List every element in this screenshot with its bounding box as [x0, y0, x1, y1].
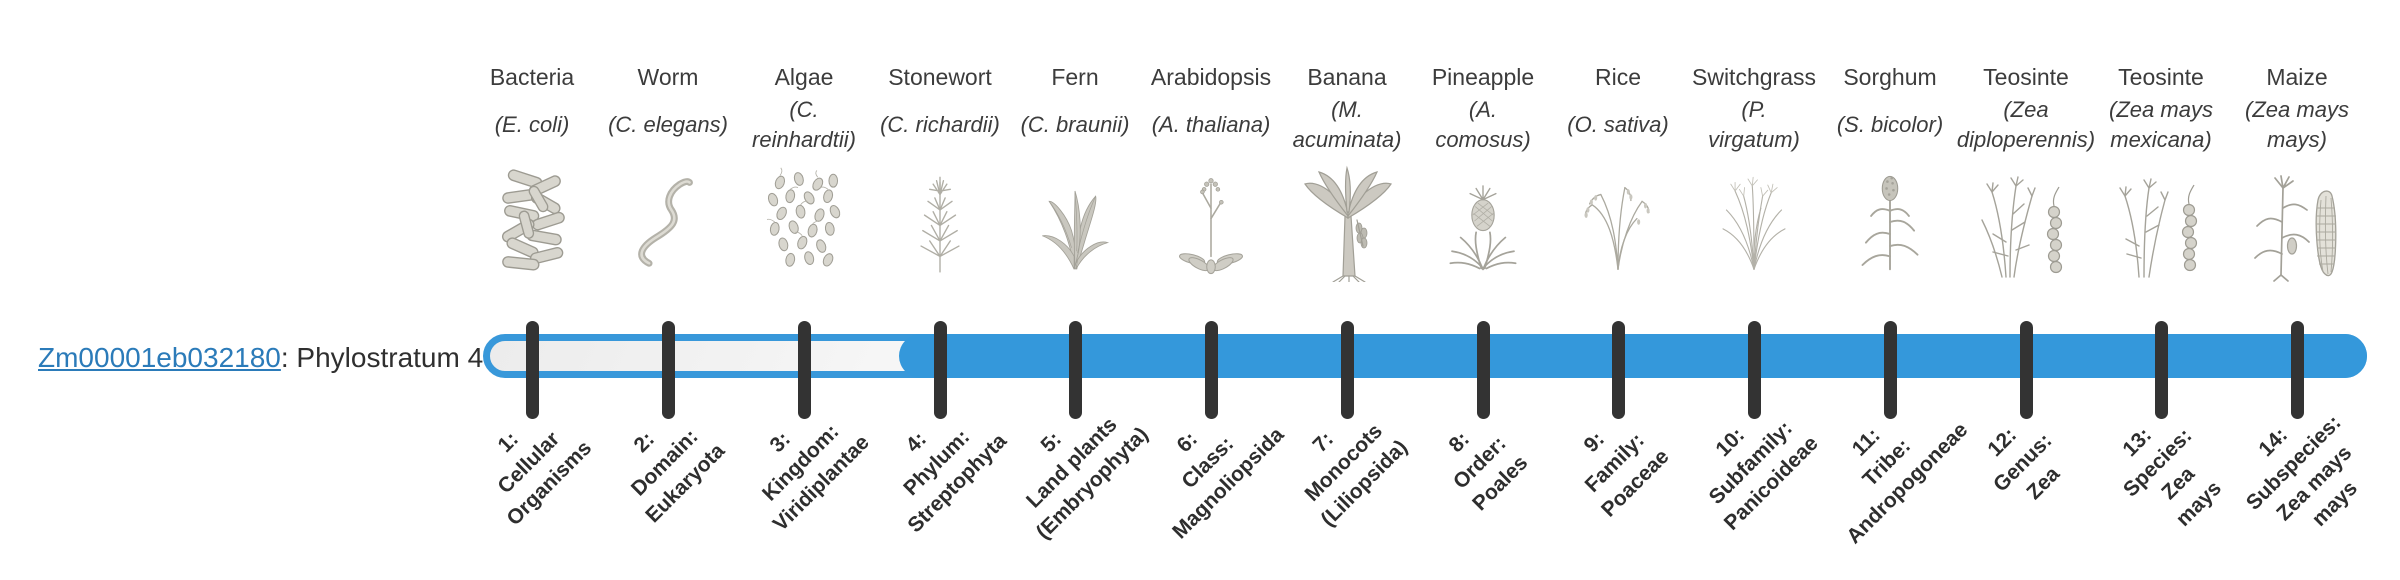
- worm-icon: [583, 162, 753, 282]
- phylostratum-tick-5: [1069, 321, 1082, 419]
- organism-scientific-name: (O. sativa): [1567, 112, 1669, 137]
- organism-column-arabidopsis: Arabidopsis (A. thaliana): [1126, 62, 1296, 282]
- stratum-label-13: 13: Species: Zea mays: [2118, 423, 2226, 531]
- stratum-label-14: 14: Subspecies: Zea mays mays: [2241, 410, 2362, 531]
- phylostratum-tick-2: [662, 321, 675, 419]
- teosinte-diploperennis-icon: [1941, 162, 2111, 282]
- organism-scientific-name: (C. reinhardtii): [752, 97, 856, 152]
- organism-common-name: Teosinte: [1983, 64, 2069, 90]
- stratum-label-9: 9: Family: Poaceae: [1579, 427, 1674, 522]
- organism-common-name: Bacteria: [489, 64, 575, 90]
- gene-id-link[interactable]: Zm00001eb032180: [38, 342, 281, 373]
- organism-common-name: Worm: [637, 64, 699, 90]
- organism-common-name: Fern: [1051, 64, 1099, 90]
- organism-scientific-name: (S. bicolor): [1836, 112, 1944, 137]
- organism-column-switchgrass: Switchgrass (P. virgatum): [1669, 62, 1839, 282]
- organism-column-teosinte-mexicana: Teosinte (Zea mays mexicana): [2076, 62, 2246, 282]
- phylostratum-tick-4: [934, 321, 947, 419]
- organism-scientific-name: (C. richardii): [880, 112, 1000, 137]
- organism-scientific-name: (A. thaliana): [1151, 112, 1271, 137]
- organism-column-stonewort: Stonewort (C. richardii): [855, 62, 1025, 282]
- organism-scientific-name: (A. comosus): [1435, 97, 1531, 152]
- organism-scientific-name: (E. coli): [494, 112, 570, 137]
- organism-common-name: Rice: [1594, 64, 1641, 90]
- organism-column-fern: Fern (C. braunii): [990, 62, 1160, 282]
- organism-common-name: Algae: [774, 64, 834, 90]
- organism-column-pineapple: Pineapple (A. comosus): [1398, 62, 1568, 282]
- phylostratum-tick-10: [1748, 321, 1761, 419]
- organism-common-name: Maize: [2266, 64, 2328, 90]
- organism-common-name: Banana: [1307, 64, 1387, 90]
- organism-column-maize: Maize (Zea mays mays): [2212, 62, 2382, 282]
- organism-common-name: Teosinte: [2118, 64, 2204, 90]
- organism-common-name: Stonewort: [888, 64, 992, 90]
- algae-icon: [719, 162, 889, 282]
- organism-common-name: Switchgrass: [1692, 64, 1816, 90]
- organism-scientific-name: (C. elegans): [608, 112, 728, 137]
- organism-common-name: Sorghum: [1843, 64, 1937, 90]
- organism-column-sorghum: Sorghum (S. bicolor): [1805, 62, 1975, 282]
- stonewort-icon: [855, 162, 1025, 282]
- gene-label: Zm00001eb032180: Phylostratum 4: [38, 341, 483, 375]
- organism-scientific-name: (Zea mays mexicana): [2109, 97, 2213, 152]
- bacteria-icon: [447, 162, 617, 282]
- sorghum-icon: [1805, 162, 1975, 282]
- phylostratum-tick-11: [1884, 321, 1897, 419]
- phylostratum-bar-fill: [899, 334, 2367, 378]
- organism-common-name: Arabidopsis: [1150, 64, 1272, 90]
- organism-column-worm: Worm (C. elegans): [583, 62, 753, 282]
- organism-column-teosinte-diploperennis: Teosinte (Zea diploperennis): [1941, 62, 2111, 282]
- organism-common-name: Pineapple: [1431, 64, 1535, 90]
- organism-scientific-name: (Zea diploperennis): [1956, 97, 2096, 152]
- phylostratum-tick-1: [526, 321, 539, 419]
- organism-column-bacteria: Bacteria (E. coli): [447, 62, 617, 282]
- rice-icon: [1533, 162, 1703, 282]
- banana-icon: [1262, 162, 1432, 282]
- stratum-label-8: 8: Order: Poales: [1444, 427, 1533, 516]
- phylostratum-tick-7: [1341, 321, 1354, 419]
- phylostratum-tick-13: [2155, 321, 2168, 419]
- switchgrass-icon: [1669, 162, 1839, 282]
- organism-column-rice: Rice (O. sativa): [1533, 62, 1703, 282]
- organism-scientific-name: (P. virgatum): [1708, 97, 1800, 152]
- maize-icon: [2212, 162, 2382, 282]
- phylostratum-tick-14: [2291, 321, 2304, 419]
- phylostratum-tick-6: [1205, 321, 1218, 419]
- organism-column-banana: Banana (M. acuminata): [1262, 62, 1432, 282]
- pineapple-icon: [1398, 162, 1568, 282]
- stratum-label-12: 12: Genus: Zea: [1983, 423, 2065, 505]
- organism-scientific-name: (M. acuminata): [1292, 97, 1402, 152]
- organism-column-algae: Algae (C. reinhardtii): [719, 62, 889, 282]
- organism-scientific-name: (Zea mays mays): [2245, 97, 2349, 152]
- organism-scientific-name: (C. braunii): [1020, 112, 1130, 137]
- phylostratum-tick-9: [1612, 321, 1625, 419]
- arabidopsis-icon: [1126, 162, 1296, 282]
- gene-phylostratum-text: : Phylostratum 4: [280, 342, 484, 373]
- phylostratum-tick-3: [798, 321, 811, 419]
- teosinte-mexicana-icon: [2076, 162, 2246, 282]
- fern-icon: [990, 162, 1160, 282]
- phylostratum-tick-12: [2020, 321, 2033, 419]
- phylostratum-tick-8: [1477, 321, 1490, 419]
